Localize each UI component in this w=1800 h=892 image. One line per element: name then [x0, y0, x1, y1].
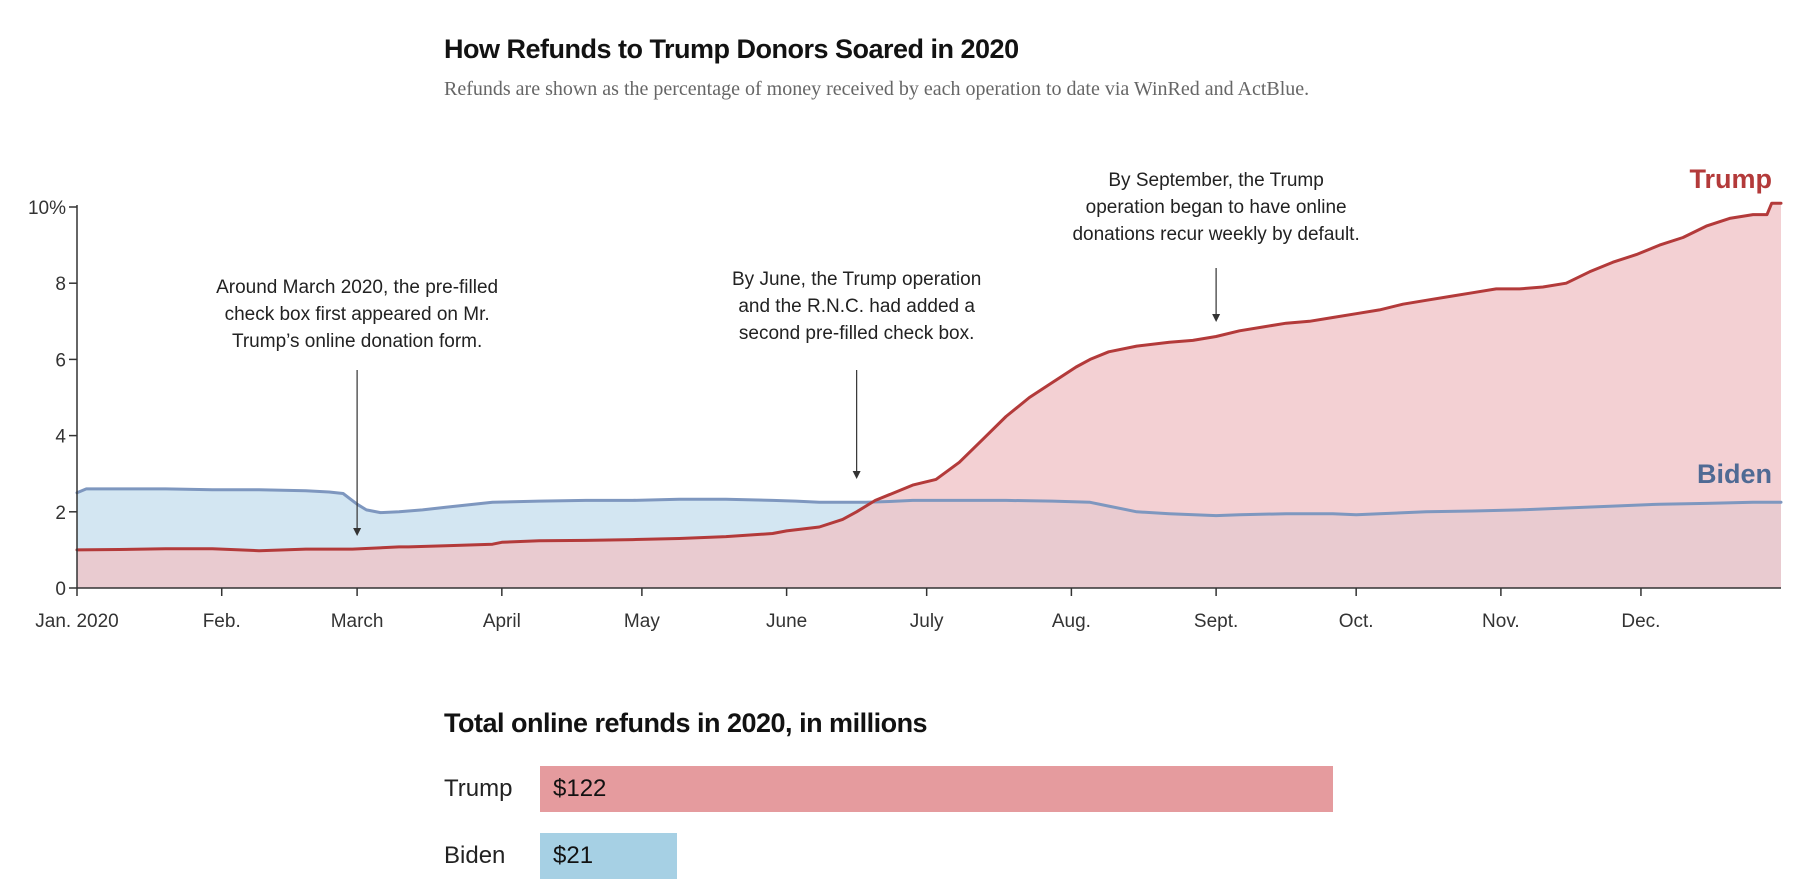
line-layer — [75, 201, 1783, 553]
x-tick-label: June — [766, 611, 807, 632]
annotation-arrowhead — [1212, 314, 1221, 322]
trump-bar: $122 — [540, 766, 1333, 812]
series-label-layer: Trump Biden — [1689, 164, 1772, 489]
annotation-line: donations recur weekly by default. — [1072, 224, 1359, 245]
trump-line — [75, 201, 1783, 553]
chart-subtitle: Refunds are shown as the percentage of m… — [444, 78, 1310, 100]
biden-bar-row: Biden $21 — [444, 833, 1444, 879]
x-tick-label: April — [483, 611, 521, 632]
bar-category-label: Trump — [444, 775, 513, 802]
y-tick-label: 2 — [55, 503, 66, 524]
annotation-line: check box first appeared on Mr. — [225, 304, 490, 325]
y-tick-label: 4 — [55, 427, 66, 448]
axes-layer: 0 2 4 6 8 10% Jan. 2020 Feb. March April May June Ju… — [28, 198, 1781, 632]
annotation-text: By September, the Trump operation began t… — [1072, 170, 1359, 245]
x-tick-label: Jan. 2020 — [35, 611, 118, 632]
annotation-layer: Around March 2020, the pre-filled check b… — [216, 170, 1360, 536]
x-tick-label: Dec. — [1621, 611, 1660, 632]
x-tick-label: Sept. — [1194, 611, 1238, 632]
y-tick-label: 8 — [55, 274, 66, 295]
annotation-line: operation began to have online — [1086, 197, 1347, 218]
annotation-text: By June, the Trump operation and the R.N.… — [732, 269, 981, 344]
annotation-text: Around March 2020, the pre-filled check b… — [216, 277, 498, 352]
biden-series-label: Biden — [1697, 459, 1772, 489]
y-tick-label: 0 — [55, 579, 66, 600]
annotation-line: By June, the Trump operation — [732, 269, 981, 290]
biden-line — [75, 487, 1783, 518]
annotation-line: By September, the Trump — [1108, 170, 1323, 191]
refund-area-chart: 0 2 4 6 8 10% Jan. 2020 Feb. March April May June Ju… — [28, 164, 1783, 632]
x-tick-label: May — [624, 611, 660, 632]
y-tick-label: 6 — [55, 350, 66, 371]
bar-category-label: Biden — [444, 842, 506, 869]
annotation-arrowhead — [852, 471, 861, 479]
bar-chart-title: Total online refunds in 2020, in million… — [444, 708, 928, 738]
bar-value-label: $122 — [553, 775, 607, 802]
x-tick-label: July — [910, 611, 944, 632]
annotation-arrowhead — [353, 528, 362, 536]
bar-value-label: $21 — [553, 842, 594, 869]
trump-area — [77, 203, 1781, 588]
chart-title: How Refunds to Trump Donors Soared in 20… — [444, 34, 1019, 64]
annotation-line: Around March 2020, the pre-filled — [216, 277, 498, 298]
x-tick-label: Oct. — [1339, 611, 1374, 632]
area-layer — [77, 203, 1781, 588]
annotation-line: Trump’s online donation form. — [232, 331, 482, 352]
biden-bar: $21 — [540, 833, 677, 879]
annotation-line: second pre-filled check box. — [739, 323, 975, 344]
x-tick-label: March — [331, 611, 384, 632]
x-tick-label: Aug. — [1052, 611, 1091, 632]
trump-series-label: Trump — [1689, 164, 1772, 194]
trump-bar-row: Trump $122 — [444, 766, 1444, 812]
x-tick-label: Feb. — [203, 611, 241, 632]
annotation-line: and the R.N.C. had added a — [738, 296, 975, 317]
y-tick-label: 10% — [28, 198, 66, 219]
x-tick-label: Nov. — [1482, 611, 1520, 632]
